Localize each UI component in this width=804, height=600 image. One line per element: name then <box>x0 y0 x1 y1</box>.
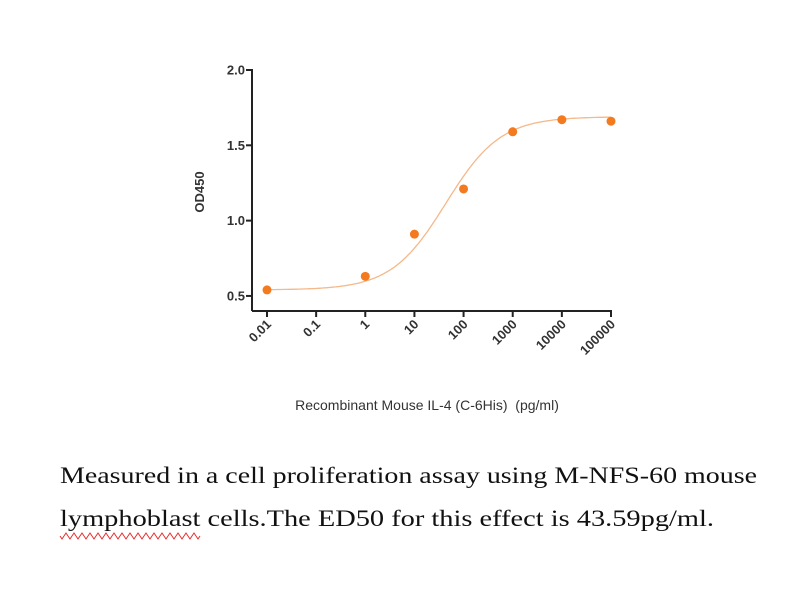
caption-line-2: lymphoblast cells.The ED50 for this effe… <box>60 506 714 531</box>
x-axis-label: Recombinant Mouse IL-4 (C-6His) (pg/ml) <box>295 397 559 413</box>
caption-line-2-rest: cells.The ED50 for this effect is 43.59p… <box>200 506 714 531</box>
x-tick-label: 100000 <box>577 317 618 358</box>
y-tick-label: 1.0 <box>227 213 245 228</box>
fit-curve <box>266 116 611 291</box>
y-tick-label: 2.0 <box>227 63 245 78</box>
data-points <box>262 115 616 295</box>
data-point <box>360 271 370 281</box>
data-point <box>606 116 616 126</box>
data-point <box>508 127 518 137</box>
caption-line-1: Measured in a cell proliferation assay u… <box>60 463 757 488</box>
y-tick-label: 0.5 <box>227 288 245 303</box>
y-tick-label: 1.5 <box>227 138 245 153</box>
data-point <box>409 229 419 239</box>
x-tick-label: 0.1 <box>300 317 323 340</box>
y-axis: 0.5 1.0 1.5 2.0 <box>227 63 253 311</box>
x-tick-label: 1000 <box>489 317 520 348</box>
x-tick-label: 100 <box>445 317 471 343</box>
y-axis-label: OD450 <box>192 171 207 212</box>
x-tick-label: 10 <box>401 317 422 338</box>
x-tick-label: 10000 <box>533 317 569 353</box>
x-tick-label: 1 <box>357 317 373 333</box>
data-point <box>557 115 567 125</box>
caption-word-lymphoblast: lymphoblast <box>60 506 201 531</box>
spellcheck-underline <box>59 532 201 540</box>
x-tick-label: 0.01 <box>246 317 275 346</box>
x-axis: 0.01 0.1 1 10 100 1000 10000 100000 <box>246 310 618 358</box>
data-point <box>459 184 469 194</box>
data-point <box>262 285 272 295</box>
